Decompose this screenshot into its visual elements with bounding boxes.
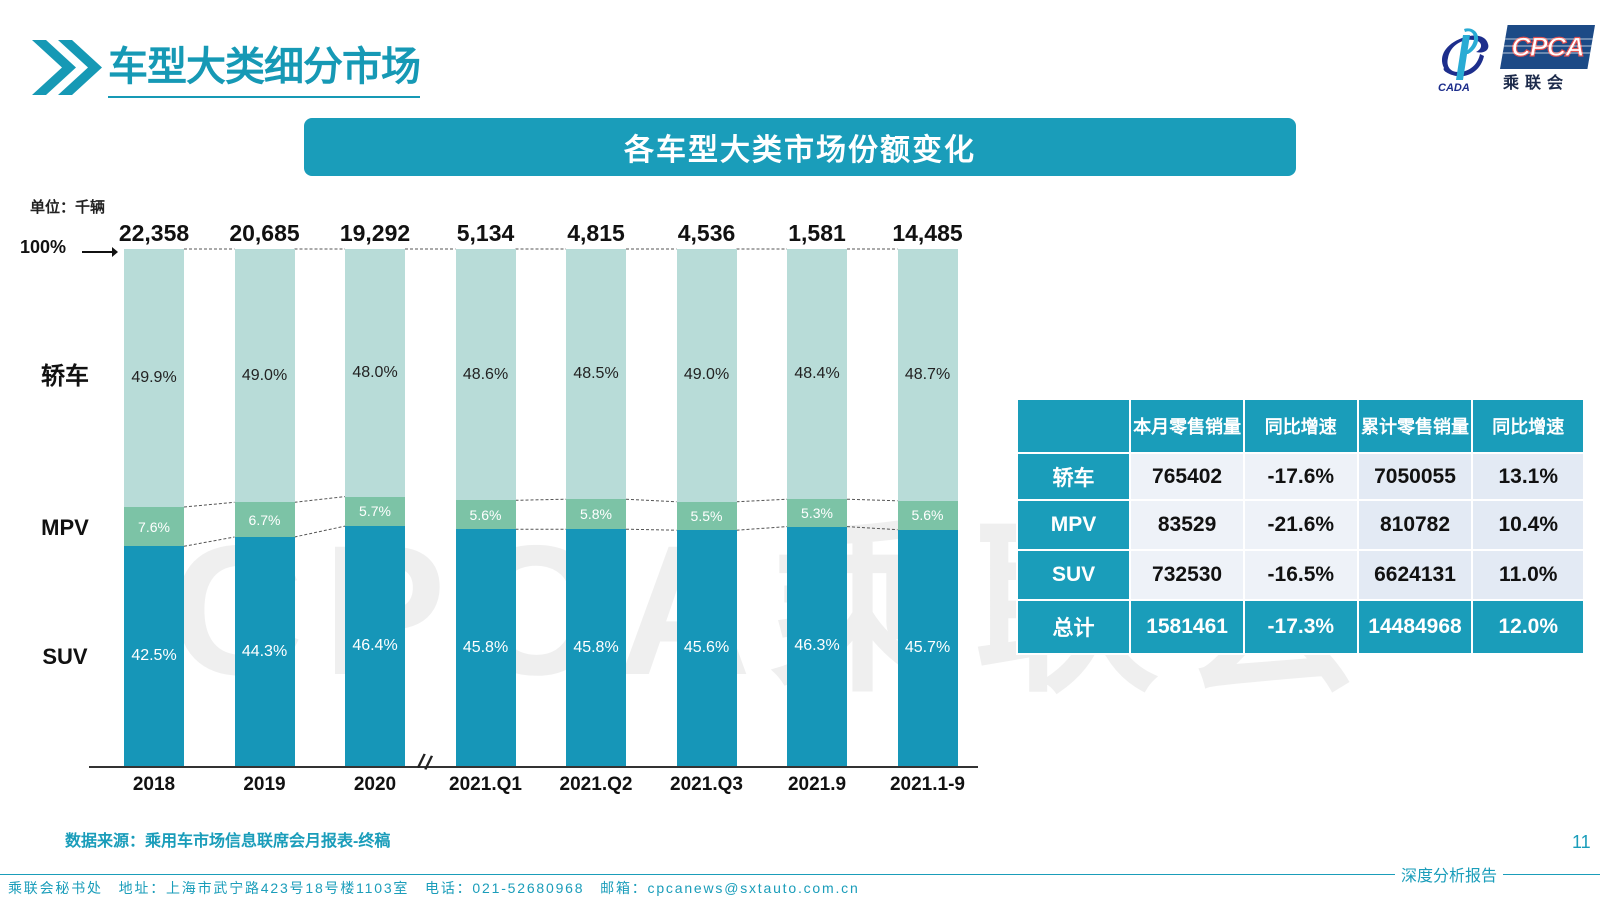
svg-text:CADA: CADA <box>1438 82 1470 94</box>
